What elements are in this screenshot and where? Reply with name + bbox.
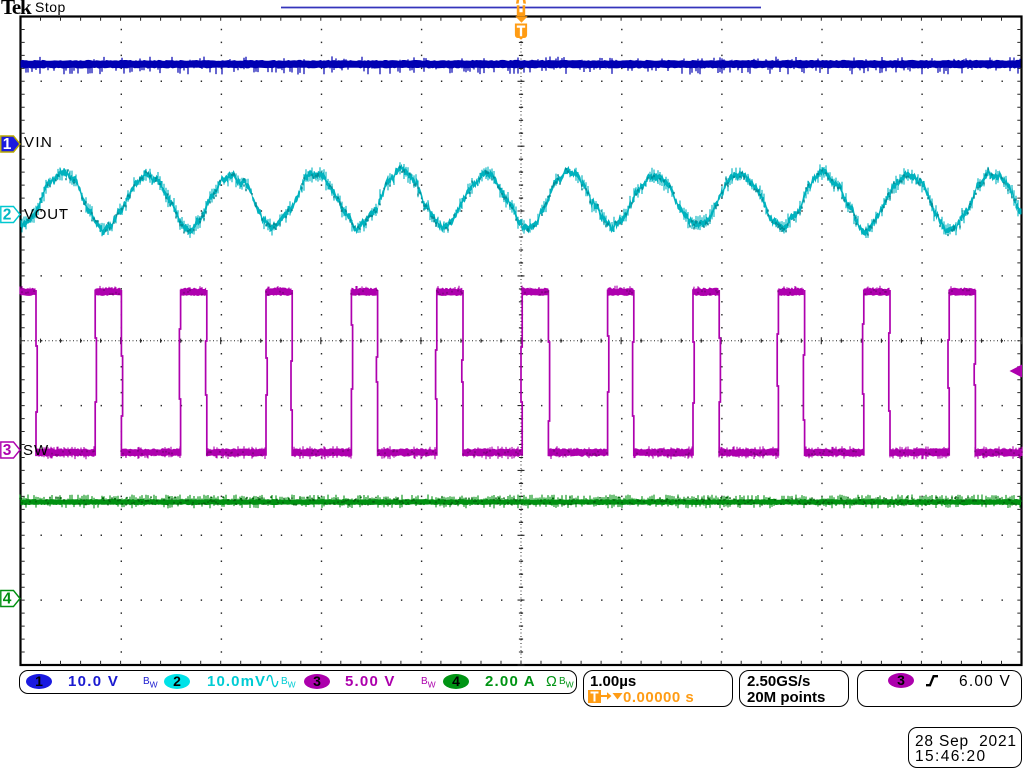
svg-text:4: 4 (3, 591, 12, 608)
svg-text:2: 2 (3, 207, 12, 224)
svg-text:3: 3 (3, 442, 12, 459)
svg-text:1: 1 (3, 136, 12, 153)
